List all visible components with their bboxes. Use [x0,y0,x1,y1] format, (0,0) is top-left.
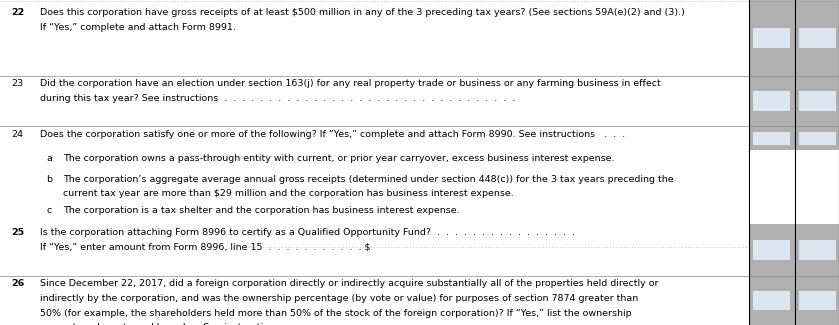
Text: Does this corporation have gross receipts of at least $500 million in any of the: Does this corporation have gross receipt… [40,8,685,17]
Text: 23: 23 [11,79,23,88]
Text: c: c [46,206,51,215]
Bar [795,0,839,76]
Text: 50% (for example, the shareholders held more than 50% of the stock of the foreig: 50% (for example, the shareholders held … [40,309,632,318]
Text: The corporation’s aggregate average annual gross receipts (determined under sect: The corporation’s aggregate average annu… [63,175,674,184]
Bar [749,0,795,76]
Text: Is the corporation attaching Form 8996 to certify as a Qualified Opportunity Fun: Is the corporation attaching Form 8996 t… [40,228,576,237]
Text: Does the corporation satisfy one or more of the following? If “Yes,” complete an: Does the corporation satisfy one or more… [40,130,625,139]
Text: 24: 24 [11,130,23,139]
Text: percentage by vote and by value. See instructions  .  .  .  .  .  .  .  .  .  . : percentage by vote and by value. See ins… [40,323,514,325]
Bar [753,132,790,145]
Bar [799,291,836,310]
Bar [753,29,790,48]
Bar [753,92,790,111]
Bar [749,276,795,325]
Bar [799,240,836,260]
Bar [749,76,795,126]
Bar [795,224,839,276]
Text: 25: 25 [11,228,24,237]
Bar [795,126,839,150]
Bar [799,132,836,145]
Bar [753,240,790,260]
Text: a: a [46,154,52,163]
Text: Since December 22, 2017, did a foreign corporation directly or indirectly acquir: Since December 22, 2017, did a foreign c… [40,280,659,289]
Bar [799,29,836,48]
Bar [799,92,836,111]
Bar [753,291,790,310]
Text: 26: 26 [11,280,24,289]
Text: If “Yes,” complete and attach Form 8991.: If “Yes,” complete and attach Form 8991. [40,23,236,32]
Text: current tax year are more than $29 million and the corporation has business inte: current tax year are more than $29 milli… [63,189,513,199]
Text: indirectly by the corporation, and was the ownership percentage (by vote or valu: indirectly by the corporation, and was t… [40,294,638,303]
Bar [749,126,795,150]
Bar [749,224,795,276]
Bar [795,276,839,325]
Text: If “Yes,” enter amount from Form 8996, line 15  .  .  .  .  .  .  .  .  .  .  . : If “Yes,” enter amount from Form 8996, l… [40,243,371,252]
Text: The corporation owns a pass-through entity with current, or prior year carryover: The corporation owns a pass-through enti… [63,154,614,163]
Text: b: b [46,175,52,184]
Bar [795,76,839,126]
Text: Did the corporation have an election under section 163(j) for any real property : Did the corporation have an election und… [40,79,661,88]
Text: 22: 22 [11,8,24,17]
Text: during this tax year? See instructions  .  .  .  .  .  .  .  .  .  .  .  .  .  .: during this tax year? See instructions .… [40,94,515,103]
Text: The corporation is a tax shelter and the corporation has business interest expen: The corporation is a tax shelter and the… [63,206,460,215]
